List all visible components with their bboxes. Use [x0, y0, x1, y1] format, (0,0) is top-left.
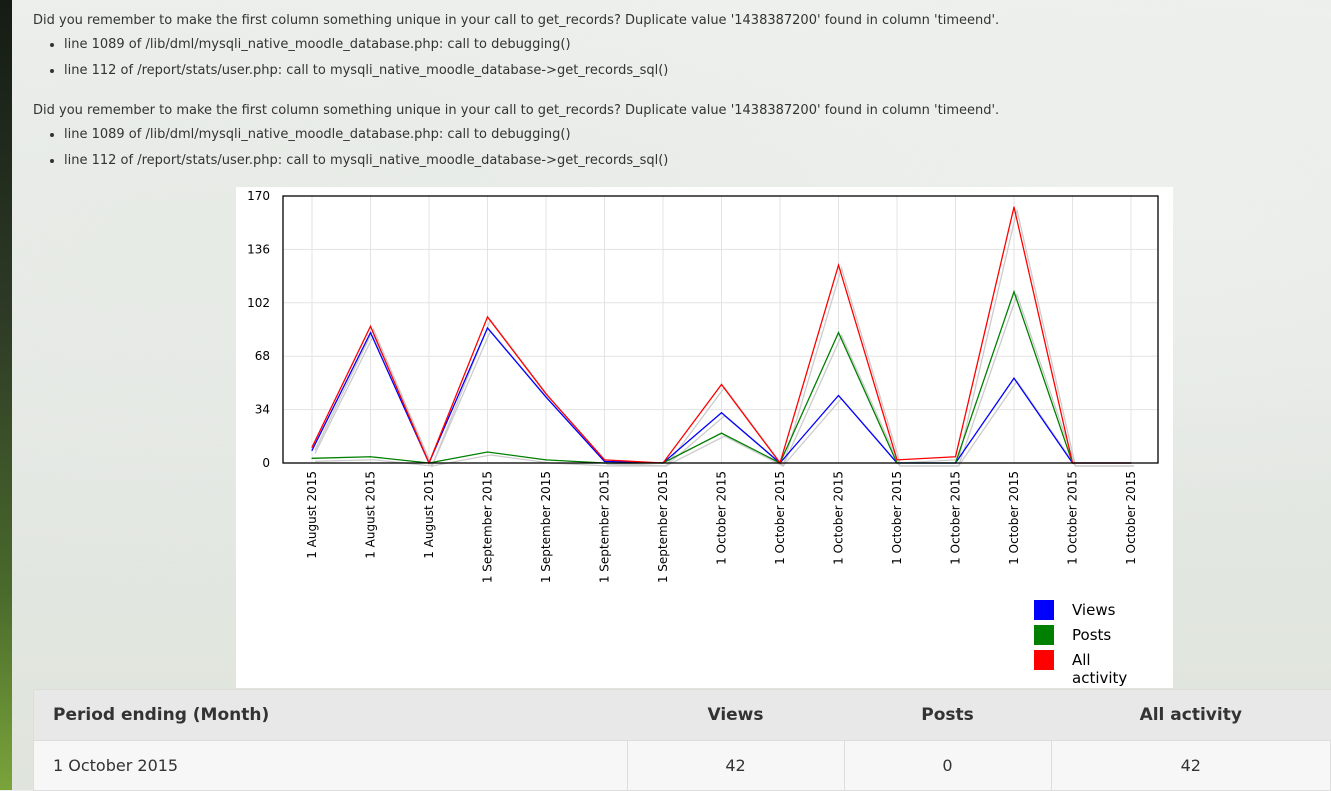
legend-label-views: Views: [1072, 601, 1116, 619]
y-tick-label: 136: [247, 242, 270, 256]
data-point-all-activity: [603, 459, 606, 461]
legend-swatch-posts: [1034, 625, 1054, 645]
debug-trace-line: line 1089 of /lib/dml/mysqli_native_mood…: [64, 127, 999, 153]
data-point-views: [369, 332, 372, 334]
data-point-all-activity: [369, 325, 372, 327]
x-tick-label: 1 October 2015: [1124, 471, 1138, 565]
stats-table: Period ending (Month) Views Posts All ac…: [33, 689, 1331, 791]
table-row: 1 October 2015 42 0 42: [33, 740, 1331, 791]
debug-trace-line: line 112 of /report/stats/user.php: call…: [64, 63, 999, 89]
data-point-views: [720, 412, 723, 414]
debug-message-text: Did you remember to make the first colum…: [33, 13, 1000, 28]
x-tick-label: 1 October 2015: [832, 471, 846, 565]
column-header-posts: Posts: [844, 689, 1051, 741]
data-point-all-activity: [1013, 206, 1015, 208]
x-tick-label: 1 October 2015: [715, 471, 729, 565]
legend-label-all-activity: All activity: [1072, 651, 1128, 687]
x-tick-label: 1 September 2015: [598, 471, 612, 583]
x-tick-label: 1 October 2015: [890, 471, 904, 565]
column-header-views: Views: [627, 689, 844, 741]
table-header-row: Period ending (Month) Views Posts All ac…: [33, 689, 1331, 741]
activity-chart: 0 34 68 102 136 170 1 August 2015 1 August 2015…: [247, 189, 1159, 583]
x-tick-label: 1 September 2015: [539, 471, 553, 583]
x-tick-label: 1 August 2015: [305, 471, 319, 559]
data-point-posts: [1013, 291, 1015, 293]
debug-trace-line: line 112 of /report/stats/user.php: call…: [64, 153, 999, 179]
y-tick-label: 68: [255, 349, 270, 363]
data-point-views: [545, 396, 547, 398]
debug-trace-line: line 1089 of /lib/dml/mysqli_native_mood…: [64, 37, 999, 63]
data-point-posts: [720, 432, 723, 434]
cell-posts: 0: [843, 740, 1052, 791]
legend-swatch-views: [1034, 600, 1054, 620]
x-tick-label: 1 August 2015: [422, 471, 436, 559]
data-point-posts: [837, 332, 840, 334]
x-tick-label: 1 August 2015: [364, 471, 378, 559]
data-point-all-activity: [720, 383, 723, 386]
column-header-period: Period ending (Month): [33, 689, 627, 741]
cell-all-activity: 42: [1050, 740, 1331, 791]
column-header-all-activity: All activity: [1051, 689, 1331, 741]
data-point-all-activity: [896, 459, 898, 461]
debug-trace-list: line 1089 of /lib/dml/mysqli_native_mood…: [33, 37, 999, 89]
x-tick-label: 1 September 2015: [481, 471, 495, 583]
debug-message-1: Did you remember to make the first colum…: [33, 11, 999, 89]
debug-trace-list: line 1089 of /lib/dml/mysqli_native_mood…: [33, 127, 999, 179]
data-point-views: [311, 449, 313, 452]
plot-border: [282, 195, 1159, 464]
x-tick-label: 1 October 2015: [773, 471, 787, 565]
activity-graph: 0 34 68 102 136 170 1 August 2015 1 August 2015…: [236, 187, 1173, 688]
legend-label-posts: Posts: [1072, 626, 1112, 644]
data-point-posts: [486, 451, 489, 453]
x-tick-label: 1 October 2015: [949, 471, 963, 565]
data-point-all-activity: [954, 456, 957, 458]
data-point-views: [486, 327, 489, 329]
cell-period: 1 October 2015: [33, 740, 628, 791]
debug-message-text: Did you remember to make the first colum…: [33, 103, 1000, 118]
series-shadow: [314, 292, 1134, 467]
data-point-views: [837, 394, 840, 397]
y-tick-label: 102: [247, 296, 270, 310]
data-point-views: [1013, 377, 1015, 379]
y-tick-label: 34: [255, 403, 270, 417]
y-tick-label: 170: [247, 189, 270, 203]
x-tick-label: 1 October 2015: [1007, 471, 1021, 565]
background-photo-edge: [0, 0, 12, 790]
data-point-views: [603, 460, 606, 463]
data-point-all-activity: [486, 316, 489, 318]
legend-swatch-all-activity: [1034, 650, 1054, 670]
data-point-all-activity: [311, 446, 313, 448]
data-point-posts: [311, 457, 313, 459]
x-tick-label: 1 October 2015: [1066, 471, 1080, 565]
data-point-all-activity: [837, 264, 840, 266]
x-tick-label: 1 September 2015: [656, 471, 670, 583]
data-point-posts: [545, 459, 547, 461]
data-point-posts: [369, 456, 372, 458]
cell-views: 42: [626, 740, 845, 791]
data-point-all-activity: [545, 393, 547, 395]
debug-message-2: Did you remember to make the first colum…: [33, 101, 999, 179]
y-tick-label: 0: [262, 456, 270, 470]
